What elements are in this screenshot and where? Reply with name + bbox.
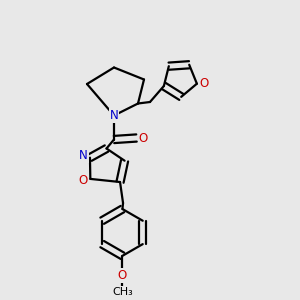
Text: O: O — [118, 269, 127, 282]
Text: N: N — [110, 109, 118, 122]
Text: O: O — [200, 77, 209, 90]
Text: N: N — [79, 149, 88, 162]
Text: O: O — [78, 174, 88, 187]
Text: O: O — [139, 131, 148, 145]
Text: CH₃: CH₃ — [112, 287, 133, 297]
